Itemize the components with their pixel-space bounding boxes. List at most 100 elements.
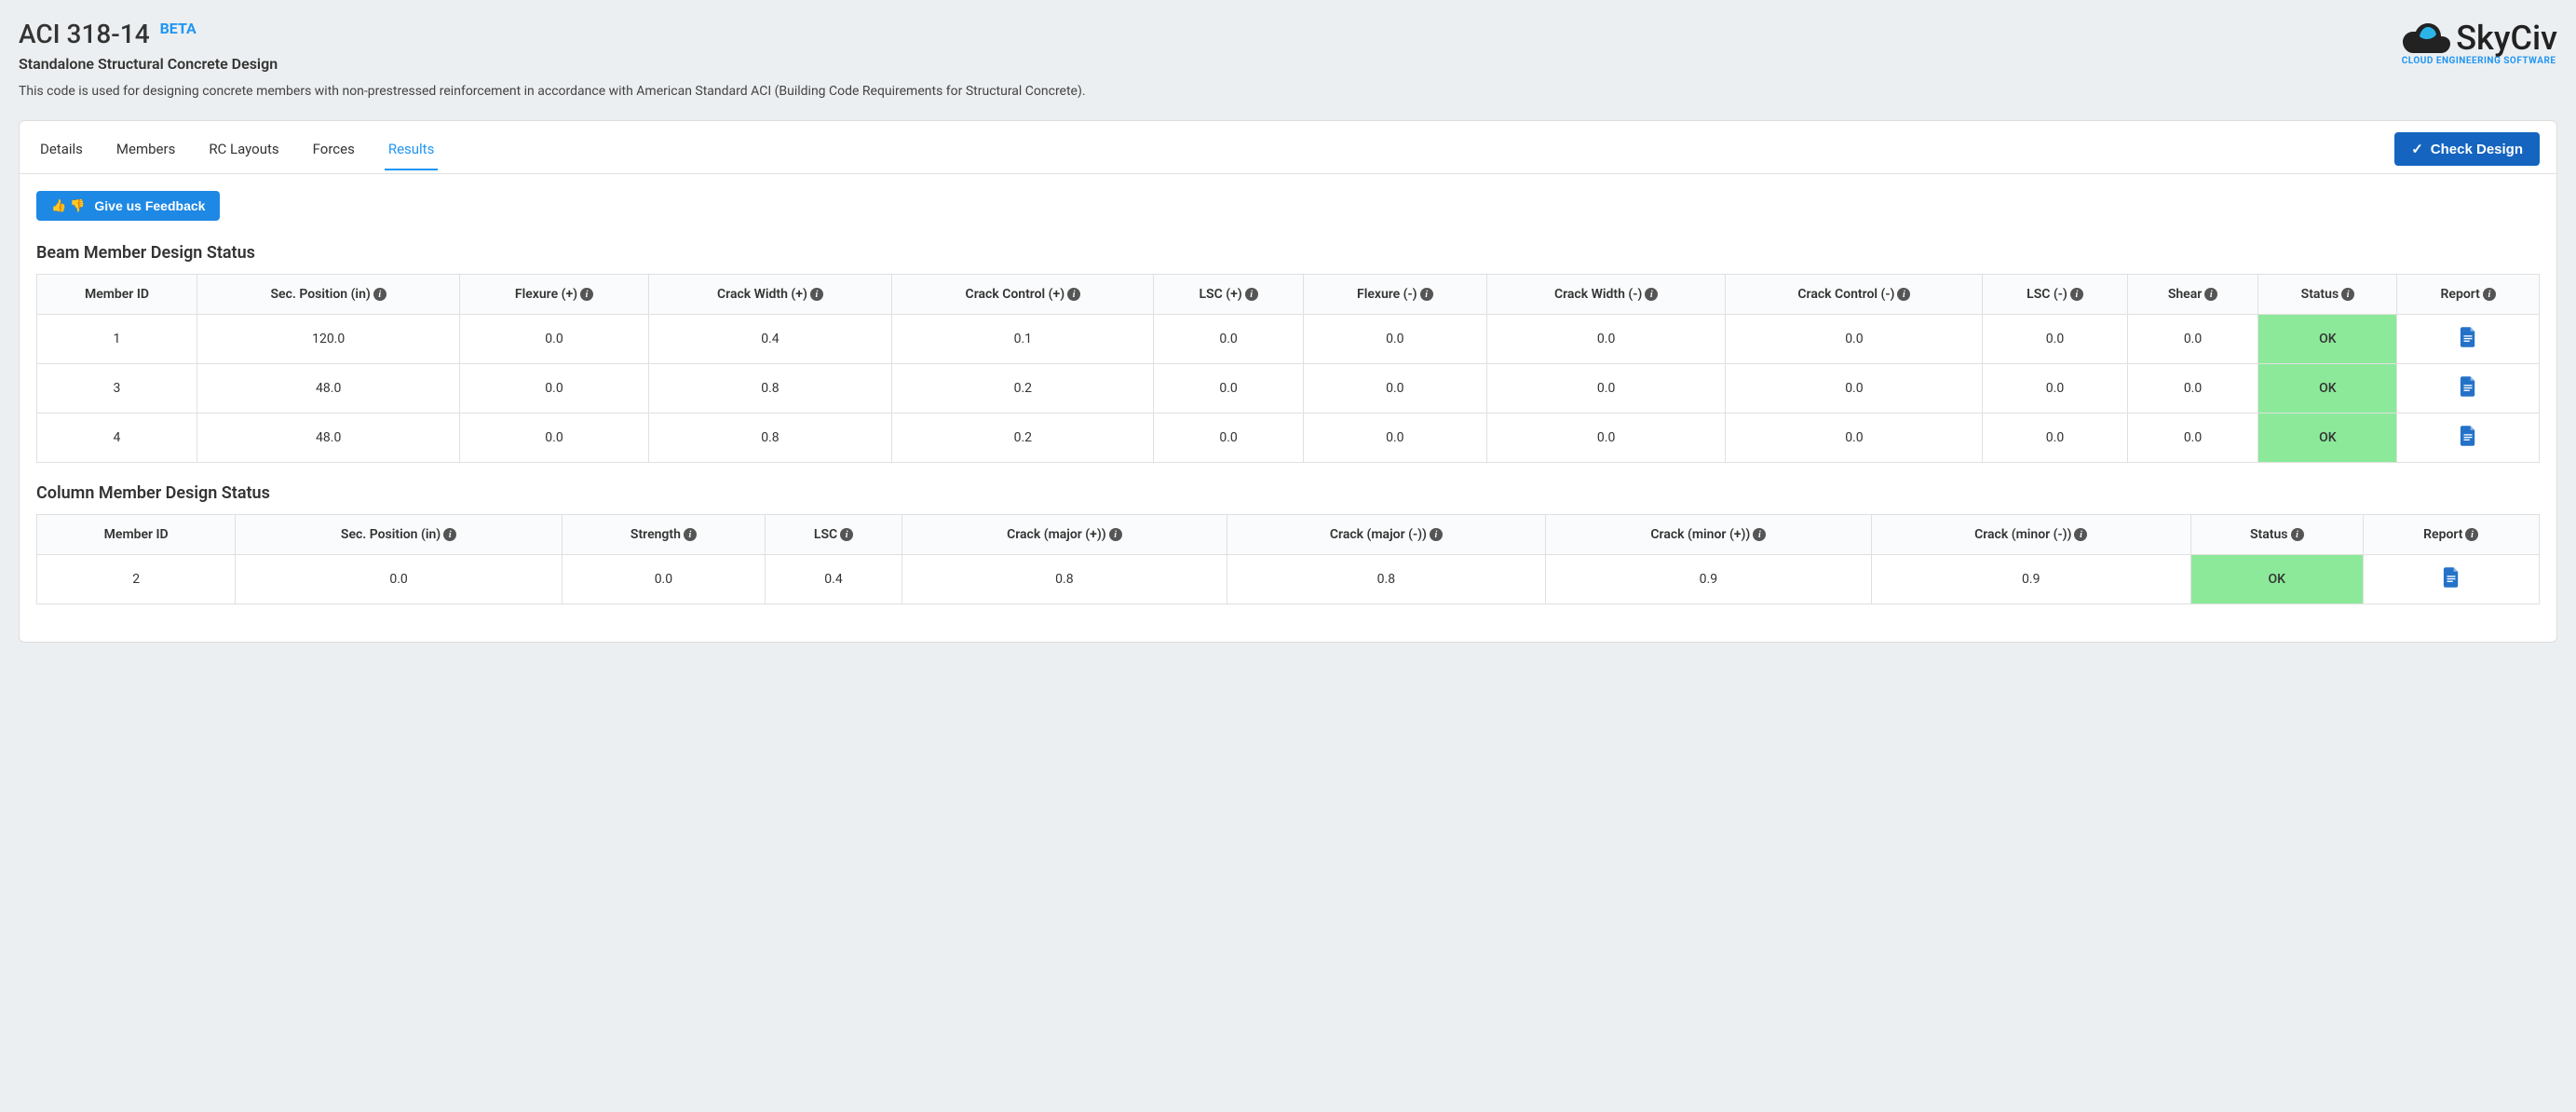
info-icon: i (840, 528, 853, 541)
beam-cell (2397, 315, 2540, 364)
column-table: Member IDSec. Position (in)iStrengthiLSC… (36, 514, 2540, 604)
beam-col-header: Flexure (+)i (460, 275, 648, 315)
tab-details[interactable]: Details (36, 135, 87, 170)
tabs: Details Members RC Layouts Forces Results (36, 135, 438, 170)
beam-cell: 0.0 (1154, 414, 1303, 463)
beam-cell: 0.4 (648, 315, 892, 364)
column-cell: 0.9 (1871, 555, 2190, 604)
beam-col-header: Sec. Position (in)i (197, 275, 459, 315)
info-icon: i (580, 288, 593, 301)
column-cell: 2 (37, 555, 236, 604)
logo-text: SkyCiv (2456, 19, 2557, 58)
logo: SkyCiv CLOUD ENGINEERING SOFTWARE (2400, 19, 2557, 66)
column-cell: 0.0 (562, 555, 765, 604)
feedback-button[interactable]: 👍 👎 Give us Feedback (36, 191, 220, 221)
tab-forces[interactable]: Forces (309, 135, 359, 170)
page-description: This code is used for designing concrete… (19, 82, 2400, 102)
beam-cell: 0.0 (1726, 414, 1983, 463)
info-icon: i (1897, 288, 1910, 301)
main-card: Details Members RC Layouts Forces Results Ch… (19, 120, 2557, 643)
beam-cell: 48.0 (197, 364, 459, 414)
check-design-button[interactable]: Check Design (2394, 132, 2540, 166)
report-icon[interactable] (2459, 327, 2477, 349)
info-icon: i (443, 528, 456, 541)
page-header: ACI 318-14 BETA Standalone Structural Co… (19, 19, 2557, 102)
report-icon[interactable] (2459, 426, 2477, 448)
beam-cell: 0.0 (1154, 315, 1303, 364)
report-icon[interactable] (2459, 376, 2477, 399)
column-section-title: Column Member Design Status (36, 483, 2540, 503)
beam-col-header: Crack Control (+)i (892, 275, 1154, 315)
beam-col-header: Reporti (2397, 275, 2540, 315)
page-title: ACI 318-14 BETA (19, 19, 2400, 49)
beam-cell: 0.0 (1303, 315, 1486, 364)
beam-cell (2397, 364, 2540, 414)
check-design-label: Check Design (2431, 142, 2523, 157)
info-icon: i (2070, 288, 2083, 301)
beam-col-header: Flexure (-)i (1303, 275, 1486, 315)
cloud-icon (2400, 20, 2452, 57)
beam-col-header: Member ID (37, 275, 197, 315)
info-icon: i (2465, 528, 2478, 541)
beam-cell: 0.0 (2127, 364, 2258, 414)
column-col-header: Sec. Position (in)i (236, 515, 562, 555)
beam-col-header: LSC (-)i (1983, 275, 2127, 315)
thumb-down-icon: 👎 (70, 198, 85, 213)
beam-cell: 48.0 (197, 414, 459, 463)
column-cell (2363, 555, 2539, 604)
info-icon: i (2074, 528, 2087, 541)
info-icon: i (1420, 288, 1433, 301)
column-col-header: Crack (major (+))i (902, 515, 1227, 555)
column-cell: 0.9 (1546, 555, 1872, 604)
column-col-header: Statusi (2190, 515, 2363, 555)
page-subtitle: Standalone Structural Concrete Design (19, 55, 2400, 73)
beam-cell: 4 (37, 414, 197, 463)
beam-cell: 0.8 (648, 414, 892, 463)
tab-rc-layouts[interactable]: RC Layouts (205, 135, 282, 170)
beam-col-header: Crack Width (+)i (648, 275, 892, 315)
logo-tagline: CLOUD ENGINEERING SOFTWARE (2402, 56, 2556, 66)
beam-cell: 3 (37, 364, 197, 414)
column-cell: 0.0 (236, 555, 562, 604)
feedback-label: Give us Feedback (94, 198, 205, 213)
beam-cell: 120.0 (197, 315, 459, 364)
column-cell: 0.8 (902, 555, 1227, 604)
column-col-header: LSCi (766, 515, 902, 555)
beam-cell: 0.0 (1303, 414, 1486, 463)
info-icon: i (1645, 288, 1658, 301)
beam-row: 348.00.00.80.20.00.00.00.00.00.0OK (37, 364, 2540, 414)
beam-cell: 0.0 (1983, 315, 2127, 364)
beam-section-title: Beam Member Design Status (36, 243, 2540, 263)
info-icon: i (373, 288, 386, 301)
beam-cell: 0.0 (1303, 364, 1486, 414)
beam-cell: 0.0 (1486, 414, 1726, 463)
info-icon: i (1109, 528, 1122, 541)
beam-col-header: LSC (+)i (1154, 275, 1303, 315)
beam-cell: 0.0 (1486, 364, 1726, 414)
beam-cell: OK (2258, 315, 2397, 364)
report-icon[interactable] (2442, 567, 2461, 590)
beam-cell: 0.0 (1726, 315, 1983, 364)
beam-row: 1120.00.00.40.10.00.00.00.00.00.0OK (37, 315, 2540, 364)
beam-cell (2397, 414, 2540, 463)
beam-cell: 0.0 (1983, 414, 2127, 463)
beam-cell: 0.0 (1486, 315, 1726, 364)
column-col-header: Strengthi (562, 515, 765, 555)
beam-cell: 0.0 (2127, 315, 2258, 364)
column-row: 20.00.00.40.80.80.90.9OK (37, 555, 2540, 604)
tab-members[interactable]: Members (113, 135, 179, 170)
beam-cell: 1 (37, 315, 197, 364)
column-col-header: Crack (minor (+))i (1546, 515, 1872, 555)
beam-cell: 0.2 (892, 414, 1154, 463)
thumb-up-icon: 👍 (51, 198, 66, 213)
column-cell: OK (2190, 555, 2363, 604)
beam-cell: 0.0 (1983, 364, 2127, 414)
beam-col-header: Crack Width (-)i (1486, 275, 1726, 315)
beam-col-header: Statusi (2258, 275, 2397, 315)
beam-cell: 0.0 (460, 315, 648, 364)
beam-col-header: Sheari (2127, 275, 2258, 315)
beam-cell: OK (2258, 414, 2397, 463)
info-icon: i (810, 288, 823, 301)
column-cell: 0.4 (766, 555, 902, 604)
tab-results[interactable]: Results (385, 135, 439, 170)
